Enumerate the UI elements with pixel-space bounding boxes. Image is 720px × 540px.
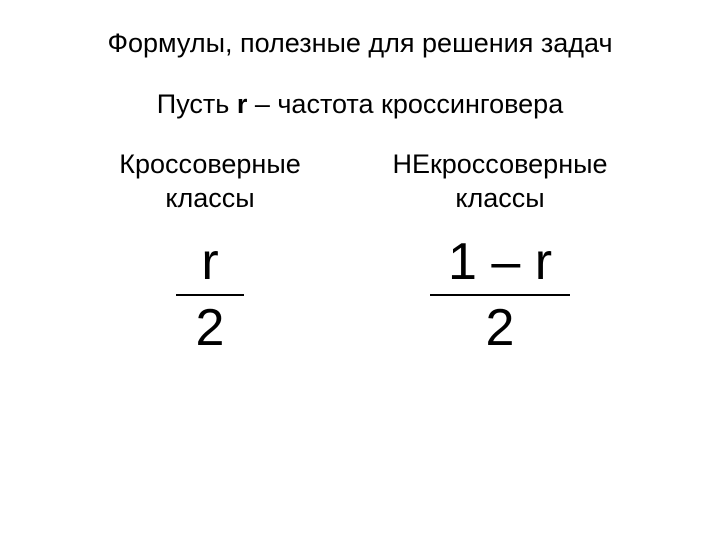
subtitle-variable: r [237,89,248,119]
subtitle: Пусть r – частота кроссинговера [0,89,720,120]
noncrossover-denominator: 2 [486,302,515,354]
fraction-bar [430,294,570,296]
crossover-denominator: 2 [196,302,225,354]
noncrossover-fraction: 1 – r 2 [430,236,570,354]
noncrossover-column: НЕкроссоверные классы 1 – r 2 [350,148,650,354]
subtitle-suffix: – частота кроссинговера [247,89,563,119]
page-title: Формулы, полезные для решения задач [0,28,720,59]
noncrossover-numerator: 1 – r [444,236,556,290]
crossover-header-line1: Кроссоверные [119,149,301,179]
noncrossover-header-line2: классы [455,183,544,213]
noncrossover-header-line1: НЕкроссоверные [392,149,607,179]
fraction-bar [176,294,244,296]
formula-columns: Кроссоверные классы r 2 НЕкроссоверные к… [0,148,720,354]
crossover-column: Кроссоверные классы r 2 [70,148,350,354]
noncrossover-header: НЕкроссоверные классы [392,148,607,216]
subtitle-prefix: Пусть [157,89,237,119]
crossover-header-line2: классы [165,183,254,213]
crossover-numerator: r [197,236,222,290]
crossover-fraction: r 2 [176,236,244,354]
crossover-header: Кроссоверные классы [119,148,301,216]
